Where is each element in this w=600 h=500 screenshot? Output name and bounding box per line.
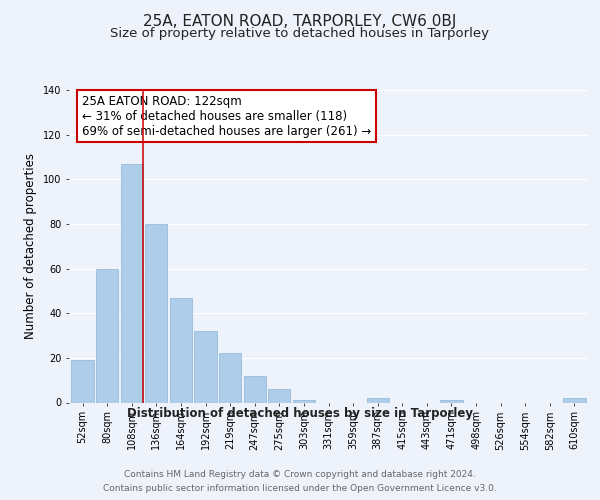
Text: Contains public sector information licensed under the Open Government Licence v3: Contains public sector information licen… [103,484,497,493]
Bar [244,376,266,402]
Bar [96,268,118,402]
Bar [121,164,143,402]
Y-axis label: Number of detached properties: Number of detached properties [25,153,37,339]
Bar [440,400,463,402]
Bar [219,354,241,403]
Bar [145,224,167,402]
Bar [194,331,217,402]
Bar [170,298,192,403]
Text: 25A EATON ROAD: 122sqm
← 31% of detached houses are smaller (118)
69% of semi-de: 25A EATON ROAD: 122sqm ← 31% of detached… [82,94,371,138]
Bar [367,398,389,402]
Bar [293,400,315,402]
Text: 25A, EATON ROAD, TARPORLEY, CW6 0BJ: 25A, EATON ROAD, TARPORLEY, CW6 0BJ [143,14,457,29]
Text: Size of property relative to detached houses in Tarporley: Size of property relative to detached ho… [110,28,490,40]
Bar [563,398,586,402]
Bar [71,360,94,403]
Bar [268,389,290,402]
Text: Distribution of detached houses by size in Tarporley: Distribution of detached houses by size … [127,408,473,420]
Text: Contains HM Land Registry data © Crown copyright and database right 2024.: Contains HM Land Registry data © Crown c… [124,470,476,479]
